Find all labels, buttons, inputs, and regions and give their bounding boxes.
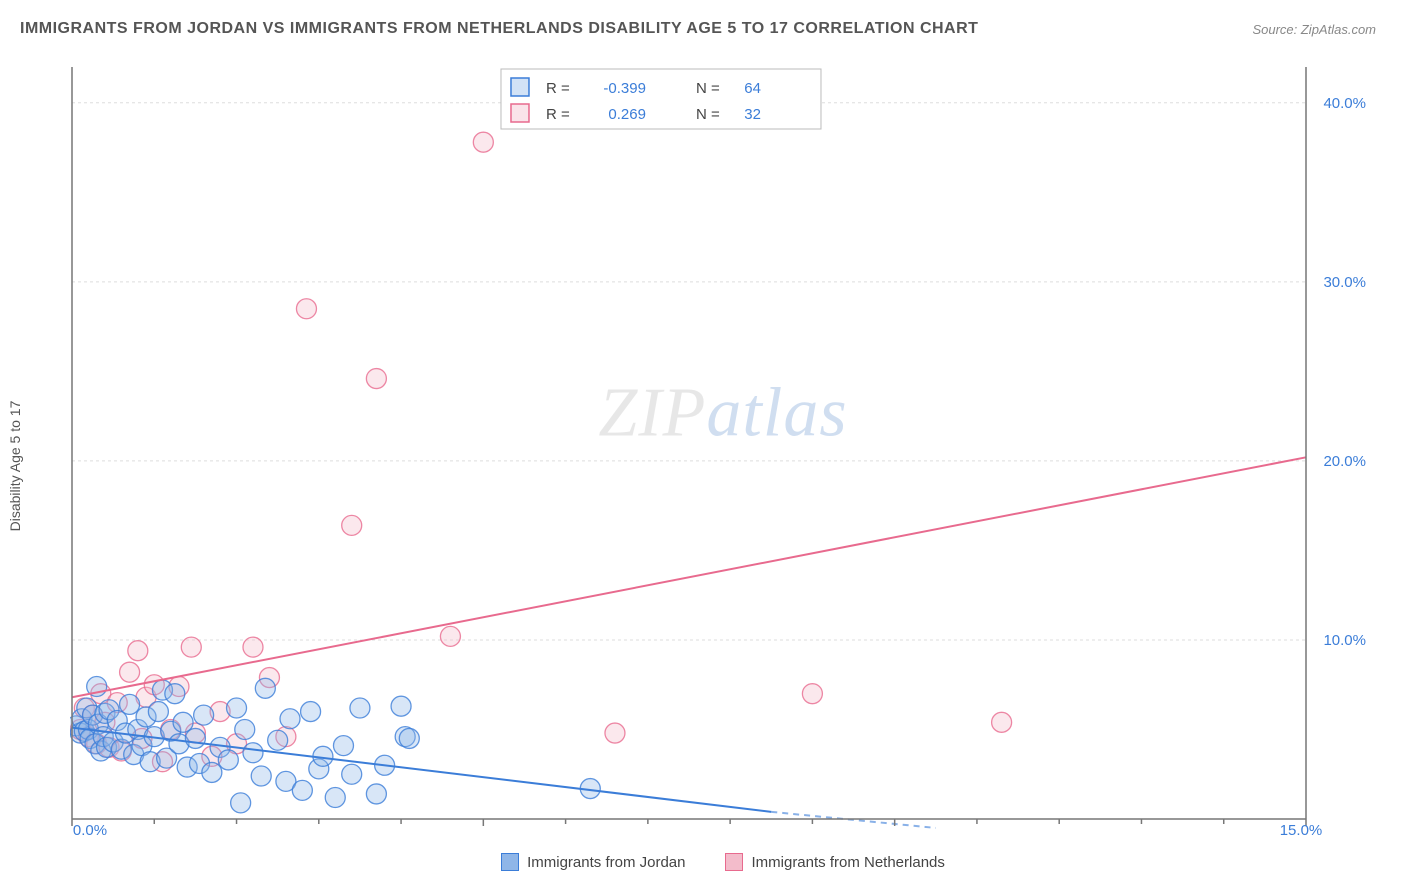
bottom-legend: Immigrants from Jordan Immigrants from N…: [70, 847, 1376, 877]
svg-text:ZIPatlas: ZIPatlas: [598, 375, 847, 452]
svg-text:-0.399: -0.399: [603, 80, 646, 97]
svg-text:N =: N =: [696, 106, 720, 123]
y-axis-label: Disability Age 5 to 17: [7, 401, 23, 532]
plot-surface: 10.0% 20.0% 30.0% 40.0% ZIPatlas 0.0% 15.0% R =…: [70, 65, 1376, 837]
svg-text:R =: R =: [546, 106, 570, 123]
legend-label-jordan: Immigrants from Jordan: [527, 854, 685, 871]
svg-text:10.0%: 10.0%: [1323, 632, 1366, 649]
svg-text:64: 64: [744, 80, 761, 97]
legend-swatch-netherlands: [725, 853, 743, 871]
svg-text:0.269: 0.269: [608, 106, 646, 123]
chart-title: IMMIGRANTS FROM JORDAN VS IMMIGRANTS FRO…: [20, 20, 1386, 38]
source-label: Source: ZipAtlas.com: [1252, 22, 1376, 37]
chart-area: Disability Age 5 to 17 10.0%20.0%30.0%40…: [20, 55, 1386, 877]
legend-label-netherlands: Immigrants from Netherlands: [751, 854, 944, 871]
legend-swatch-jordan: [501, 853, 519, 871]
legend-item-netherlands: Immigrants from Netherlands: [725, 853, 944, 871]
svg-text:32: 32: [744, 106, 761, 123]
svg-text:20.0%: 20.0%: [1323, 453, 1366, 470]
svg-text:0.0%: 0.0%: [73, 822, 107, 837]
svg-text:40.0%: 40.0%: [1323, 95, 1366, 112]
svg-text:N =: N =: [696, 80, 720, 97]
svg-text:30.0%: 30.0%: [1323, 274, 1366, 291]
svg-text:R =: R =: [546, 80, 570, 97]
svg-text:15.0%: 15.0%: [1280, 822, 1323, 837]
legend-item-jordan: Immigrants from Jordan: [501, 853, 685, 871]
